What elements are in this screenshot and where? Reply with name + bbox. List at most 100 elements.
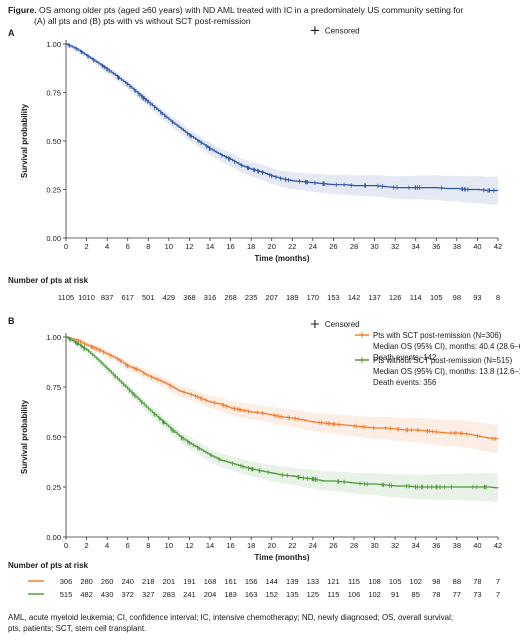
figure-title-line1: OS among older pts (aged ≥60 years) with… — [39, 5, 464, 15]
panel-a-risk-value: 1010 — [78, 293, 95, 302]
panel-a-risk-value: 268 — [224, 293, 237, 302]
panel-b-x-tick-label: 18 — [247, 541, 255, 550]
panel-a-x-tick-label: 12 — [185, 242, 193, 251]
panel-b-x-tick-label: 22 — [288, 541, 296, 550]
panel-a-x-tick-label: 32 — [391, 242, 399, 251]
panel-b-risk-value: 191 — [183, 577, 196, 586]
panel-a-x-tick-label: 4 — [105, 242, 109, 251]
panel-b-risk-value: 201 — [163, 577, 176, 586]
panel-b-risk-value: 78 — [432, 590, 440, 599]
footnote-line2: pts, patients; SCT, stem cell transplant… — [8, 624, 147, 633]
panel-b-risk-value: 168 — [204, 577, 217, 586]
panel-a-x-tick-label: 20 — [268, 242, 276, 251]
panel-b-risk-value: 73 — [473, 590, 481, 599]
panel-b-risk-value: 139 — [286, 577, 299, 586]
panel-a-risk-value: 368 — [183, 293, 196, 302]
panel-b-x-tick-label: 26 — [329, 541, 337, 550]
panel-b-legend-with-sct-detail1: Median OS (95% CI), months: 40.4 (28.6–6… — [373, 342, 520, 351]
panel-b-x-tick-label: 36 — [432, 541, 440, 550]
panel-a-risk-table-title: Number of pts at risk — [8, 276, 89, 285]
panel-a-x-tick-label: 0 — [64, 242, 68, 251]
panel-b-series-without-sct-ci-band — [66, 337, 498, 503]
panel-b-legend-without-sct-detail1: Median OS (95% CI), months: 13.8 (12.6–1… — [373, 367, 520, 376]
panel-b-risk-value: 260 — [101, 577, 114, 586]
panel-a-risk-value: 114 — [410, 293, 422, 302]
panel-b-legend-without-sct-name: Pts without SCT post-remission (N=515) — [373, 356, 513, 365]
panel-b-x-tick-label: 40 — [473, 541, 481, 550]
panel-b-x-tick-label: 34 — [412, 541, 420, 550]
panel-b-risk-value: 283 — [163, 590, 176, 599]
panel-a-y-tick-label: 1.00 — [46, 40, 61, 49]
panel-b-y-tick-label: 0.50 — [46, 433, 61, 442]
footnote-line1: AML, acute myeloid leukemia; CI, confide… — [8, 613, 454, 622]
panel-a-series-all-pts-ci-band — [66, 44, 498, 205]
panel-a-risk-value: 316 — [204, 293, 217, 302]
footnote: AML, acute myeloid leukemia; CI, confide… — [8, 612, 513, 634]
panel-b-x-tick-label: 0 — [64, 541, 68, 550]
panel-b-x-tick-label: 24 — [309, 541, 317, 550]
panel-b-risk-value: 218 — [142, 577, 155, 586]
panel-a-x-tick-label: 14 — [206, 242, 214, 251]
panel-a-x-tick-label: 24 — [309, 242, 317, 251]
panel-b-risk-value: 241 — [183, 590, 196, 599]
panel-b-legend-with-sct-detail2: Death events: 142 — [373, 353, 436, 362]
panel-a-risk-value: 429 — [163, 293, 176, 302]
panel-b-y-tick-label: 0.00 — [46, 533, 61, 542]
panel-a-x-tick-label: 34 — [412, 242, 420, 251]
panel-b-y-tick-label: 0.25 — [46, 483, 61, 492]
panel-b-risk-value: 77 — [453, 590, 461, 599]
panel-b-risk-value: 115 — [348, 577, 360, 586]
panel-b-risk-value: 515 — [60, 590, 73, 599]
panel-b-risk-value: 102 — [368, 590, 381, 599]
panel-a-x-tick-label: 2 — [84, 242, 88, 251]
panel-a-series-all-pts-censor-marks — [68, 43, 495, 193]
panel-a-risk-value: 98 — [453, 293, 461, 302]
panel-b-risk-value: 156 — [245, 577, 258, 586]
panel-b-censor-key-marker — [310, 320, 319, 328]
panel-a-letter: A — [8, 28, 15, 38]
panel-b-x-tick-label: 42 — [494, 541, 502, 550]
panel-b-x-tick-label: 10 — [165, 541, 173, 550]
figure-label: Figure. — [8, 5, 37, 15]
panel-b-x-tick-label: 20 — [268, 541, 276, 550]
panel-a-censor-key-label: Censored — [325, 26, 360, 35]
panel-a-x-tick-label: 22 — [288, 242, 296, 251]
panel-b-letter: B — [8, 316, 15, 326]
panel-b-risk-value: 240 — [121, 577, 134, 586]
panel-a-x-tick-label: 16 — [226, 242, 234, 251]
panel-b-y-axis-label: Survival probability — [20, 399, 29, 474]
panel-b-risk-value: 372 — [121, 590, 134, 599]
panel-a-y-tick-label: 0.75 — [46, 89, 61, 98]
panel-a-risk-value: 153 — [327, 293, 340, 302]
panel-b-x-tick-label: 14 — [206, 541, 214, 550]
panel-a-risk-value: 235 — [245, 293, 258, 302]
panel-a-risk-value: 93 — [473, 293, 481, 302]
panel-b-x-tick-label: 32 — [391, 541, 399, 550]
panel-b-risk-value: 183 — [224, 590, 237, 599]
panel-a-x-tick-label: 42 — [494, 242, 502, 251]
figure-title: Figure. OS among older pts (aged ≥60 yea… — [8, 5, 508, 27]
panel-b-risk-value: 430 — [101, 590, 114, 599]
panel-b-risk-value: 78 — [473, 577, 481, 586]
panel-b-risk-value: 133 — [307, 577, 320, 586]
panel-b-risk-value: 88 — [453, 577, 461, 586]
panel-b-risk-value: 163 — [245, 590, 258, 599]
panel-a-x-tick-label: 8 — [146, 242, 150, 251]
panel-b-risk-value: 106 — [348, 590, 361, 599]
panel-b-risk-value: 280 — [80, 577, 93, 586]
panel-a-x-tick-label: 10 — [165, 242, 173, 251]
panel-b-y-tick-label: 1.00 — [46, 333, 61, 342]
panel-b-x-tick-label: 4 — [105, 541, 109, 550]
panel-b-series-without-sct-censor-marks — [68, 336, 487, 490]
panel-b-risk-value: 91 — [391, 590, 399, 599]
panel-a-x-tick-label: 38 — [453, 242, 461, 251]
panel-a-risk-value: 617 — [121, 293, 134, 302]
panel-a-x-tick-label: 30 — [370, 242, 378, 251]
panel-b-risk-value: 306 — [60, 577, 73, 586]
panel-a-x-tick-label: 28 — [350, 242, 358, 251]
panel-b-legend-with-sct-name: Pts with SCT post-remission (N=306) — [373, 331, 502, 340]
figure-title-line2: (A) all pts and (B) pts with vs without … — [34, 16, 251, 26]
panel-b-risk-value: 108 — [368, 577, 381, 586]
panel-b-series-without-sct-curve — [66, 336, 499, 489]
panel-a-risk-value: 8 — [496, 293, 500, 302]
